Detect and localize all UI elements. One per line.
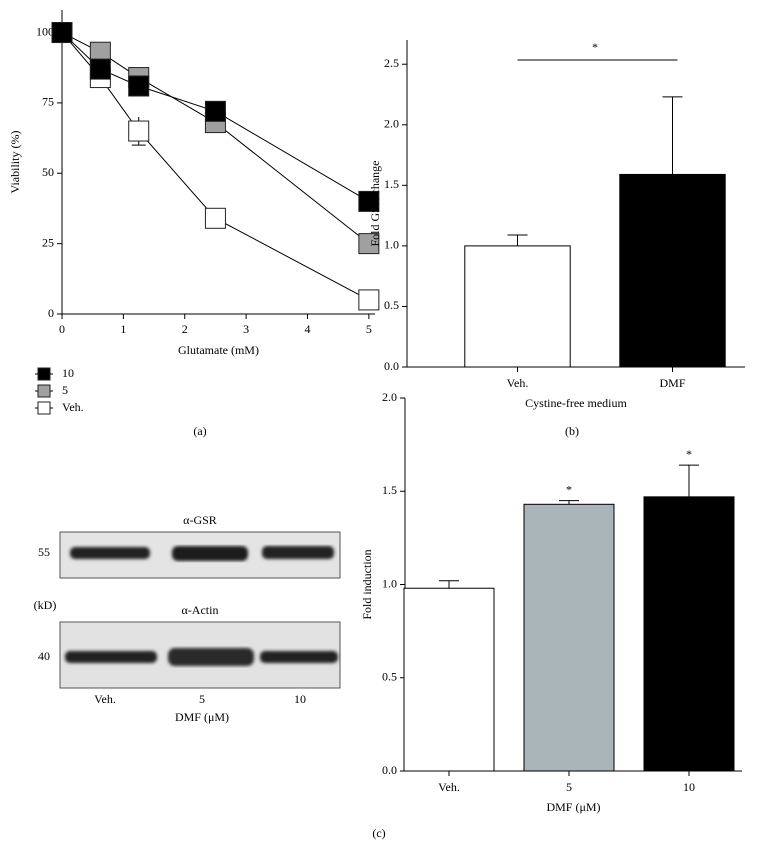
x-tick-label: 0 <box>59 322 65 336</box>
blot-label: α-Actin <box>182 603 219 617</box>
panel-label: (a) <box>193 424 206 438</box>
y-tick-label: 2.0 <box>382 390 397 404</box>
x-tick-label: 10 <box>683 780 695 794</box>
panel-label: (c) <box>372 826 385 840</box>
significance: * <box>686 447 692 461</box>
legend-label: 5 <box>62 383 68 397</box>
x-tick-label: 3 <box>243 322 249 336</box>
band <box>168 648 254 666</box>
x-tick-label: 4 <box>304 322 310 336</box>
x-axis-label: DMF (μM) <box>546 800 600 814</box>
blot-bands <box>65 648 338 666</box>
x-tick-label: 2 <box>182 322 188 336</box>
marker <box>128 120 150 142</box>
y-tick-label: 2.5 <box>384 56 399 70</box>
band <box>70 547 150 559</box>
x-tick-label: Veh. <box>438 780 460 794</box>
y-tick-label: 100 <box>36 24 54 38</box>
marker <box>128 75 150 97</box>
panel-label: (b) <box>565 424 579 438</box>
legend-marker <box>37 384 51 398</box>
bar <box>619 173 726 368</box>
y-tick-label: 0.5 <box>382 670 397 684</box>
y-axis-label: Fold induction <box>360 549 374 619</box>
y-tick-label: 1.0 <box>382 576 397 590</box>
band <box>262 546 334 559</box>
y-tick-label: 0 <box>48 306 54 320</box>
bar <box>464 245 571 368</box>
band <box>260 651 338 663</box>
y-tick-label: 0.0 <box>384 359 399 373</box>
y-tick-label: 1.5 <box>382 483 397 497</box>
blot-bands <box>70 546 334 561</box>
lane-label: 5 <box>199 692 205 706</box>
y-tick-label: 25 <box>42 235 54 249</box>
x-axis-label: Glutamate (mM) <box>178 343 259 357</box>
marker-label: 40 <box>38 649 50 663</box>
western-blot: α-GSR α-Actin 55 40 (kD) Veh. 5 10 DMF (… <box>34 513 341 724</box>
y-tick-label: 50 <box>42 165 54 179</box>
bar <box>403 587 495 772</box>
marker <box>204 100 226 122</box>
blot-label: α-GSR <box>183 513 217 527</box>
bar <box>523 503 615 772</box>
y-axis-label: Viability (%) <box>8 131 22 194</box>
lane-label: Veh. <box>94 692 116 706</box>
marker <box>204 207 226 229</box>
bar <box>643 496 735 772</box>
y-tick-label: 2.0 <box>384 117 399 131</box>
x-tick-label: DMF <box>659 376 685 390</box>
legend-label: 10 <box>62 366 74 380</box>
significance: * <box>566 482 572 496</box>
y-axis-label: Fold GSH change <box>368 161 382 247</box>
unit-label: (kD) <box>34 598 57 612</box>
y-tick-label: 1.0 <box>384 238 399 252</box>
lane-label: 10 <box>294 692 306 706</box>
legend-label: Veh. <box>62 400 84 414</box>
marker-label: 55 <box>38 545 50 559</box>
blot-xlabel: DMF (μM) <box>175 710 229 724</box>
y-tick-label: 75 <box>42 95 54 109</box>
marker <box>89 58 111 80</box>
x-tick-label: Veh. <box>507 376 529 390</box>
marker <box>51 22 73 44</box>
band <box>172 546 248 561</box>
y-tick-label: 0.5 <box>384 298 399 312</box>
legend-marker <box>37 367 51 381</box>
y-tick-label: 1.5 <box>384 177 399 191</box>
x-tick-label: 1 <box>120 322 126 336</box>
legend-marker <box>37 401 51 415</box>
significance: * <box>592 40 598 54</box>
x-tick-label: 5 <box>566 780 572 794</box>
x-axis-label: Cystine-free medium <box>525 396 627 410</box>
marker <box>358 289 380 311</box>
band <box>65 651 157 663</box>
marker <box>358 190 380 212</box>
y-tick-label: 0.0 <box>382 763 397 777</box>
marker <box>358 233 380 255</box>
x-tick-label: 5 <box>366 322 372 336</box>
